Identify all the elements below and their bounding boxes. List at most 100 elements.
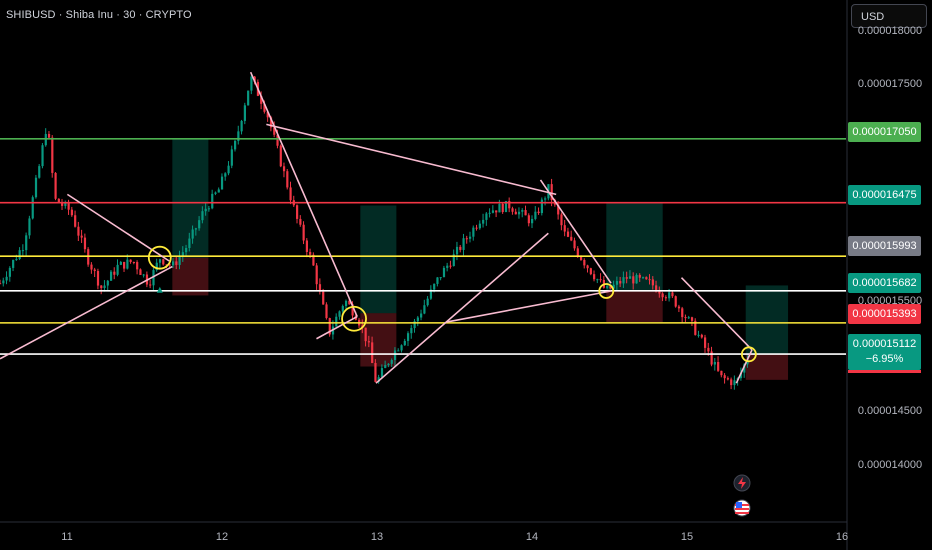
candle-body — [152, 270, 155, 286]
candle-body — [273, 127, 276, 135]
candle-body — [485, 213, 488, 220]
candle-body — [325, 304, 328, 319]
candle-body — [67, 202, 70, 210]
candle-body — [237, 131, 240, 141]
currency-selector[interactable]: USD — [851, 4, 927, 28]
price-tick: 0.000018000 — [857, 25, 923, 37]
candle-body — [302, 224, 305, 241]
candle-body — [74, 215, 77, 227]
candle-body — [733, 380, 736, 386]
candle-body — [387, 363, 390, 366]
candle-body — [537, 211, 540, 214]
candle-body — [83, 237, 87, 250]
candle-body — [64, 202, 67, 206]
candle-body — [668, 292, 671, 299]
candle-body — [446, 265, 449, 268]
candle-body — [289, 187, 292, 201]
trend-line — [316, 315, 358, 340]
candle-body — [276, 134, 279, 146]
candle-body — [570, 236, 573, 241]
candle-body — [328, 318, 331, 335]
candle-body — [400, 345, 403, 351]
trend-line — [539, 179, 612, 284]
candle-body — [34, 177, 38, 198]
candle-body — [707, 347, 710, 352]
circle-marker — [341, 305, 367, 332]
candle-body — [54, 172, 57, 199]
candle-body — [21, 250, 25, 252]
candle-body — [478, 223, 481, 229]
candle-body — [433, 283, 436, 290]
lightning-icon[interactable] — [733, 474, 751, 492]
candle-body — [681, 308, 684, 318]
candle-body — [410, 328, 413, 334]
candle-body — [550, 184, 553, 200]
candle-body — [25, 235, 28, 251]
candle-body — [380, 368, 384, 378]
candle-body — [579, 256, 583, 260]
candle-body — [204, 208, 207, 212]
us-flag-icon[interactable] — [733, 499, 751, 517]
candle-body — [403, 340, 406, 346]
candle-body — [374, 363, 377, 382]
candle-body — [544, 198, 547, 200]
candle-body — [557, 204, 560, 215]
candle-body — [560, 214, 563, 226]
candle-body — [677, 306, 681, 309]
level-badge: 0.000015682 — [848, 273, 921, 293]
candle-body — [684, 317, 687, 319]
candle-body — [661, 293, 664, 298]
symbol-title: SHIBUSD · Shiba Inu · 30 · CRYPTO — [6, 9, 192, 21]
candle-body — [390, 360, 393, 364]
candle-body — [214, 192, 217, 194]
candle-body — [220, 176, 224, 190]
candle-body — [8, 267, 11, 277]
candle-body — [312, 254, 315, 266]
candle-body — [508, 201, 511, 209]
candle-body — [426, 298, 429, 306]
candle-body — [664, 297, 668, 299]
candle-body — [573, 240, 576, 249]
candle-body — [260, 95, 263, 104]
candle-body — [563, 225, 566, 232]
candle-body — [247, 90, 250, 106]
candle-body — [119, 261, 122, 265]
candle-body — [100, 285, 103, 288]
long-position-stop-zone — [745, 354, 789, 380]
candle-body — [429, 289, 433, 299]
candle-body — [511, 208, 514, 212]
candle-body — [377, 377, 380, 382]
candle-body — [615, 281, 619, 285]
candle-body — [139, 269, 142, 275]
candle-body — [299, 218, 302, 225]
candle-body — [694, 320, 697, 335]
candle-body — [622, 277, 625, 284]
circle-marker — [598, 283, 615, 299]
candle-body — [720, 370, 723, 376]
candle-body — [632, 276, 635, 284]
candle-body — [149, 284, 152, 286]
candle-body — [309, 251, 312, 255]
candle-body — [207, 208, 211, 210]
candle-body — [619, 281, 622, 284]
candle-body — [645, 277, 648, 280]
long-position-profit-zone — [172, 138, 209, 258]
candle-body — [351, 304, 354, 316]
candle-body — [384, 365, 387, 369]
candle-body — [367, 341, 371, 343]
candle-body — [638, 274, 641, 278]
candle-body — [710, 351, 713, 365]
candle-body — [142, 274, 145, 276]
long-position-profit-zone — [606, 203, 663, 291]
candle-body — [201, 211, 204, 221]
candle-body — [524, 210, 527, 216]
candle-body — [462, 238, 465, 250]
candle-body — [106, 280, 109, 286]
candle-body — [70, 209, 74, 216]
candle-body — [475, 227, 478, 229]
candle-body — [459, 246, 462, 250]
candle-body — [194, 228, 198, 230]
candle-body — [655, 285, 658, 292]
candle-body — [531, 218, 534, 224]
